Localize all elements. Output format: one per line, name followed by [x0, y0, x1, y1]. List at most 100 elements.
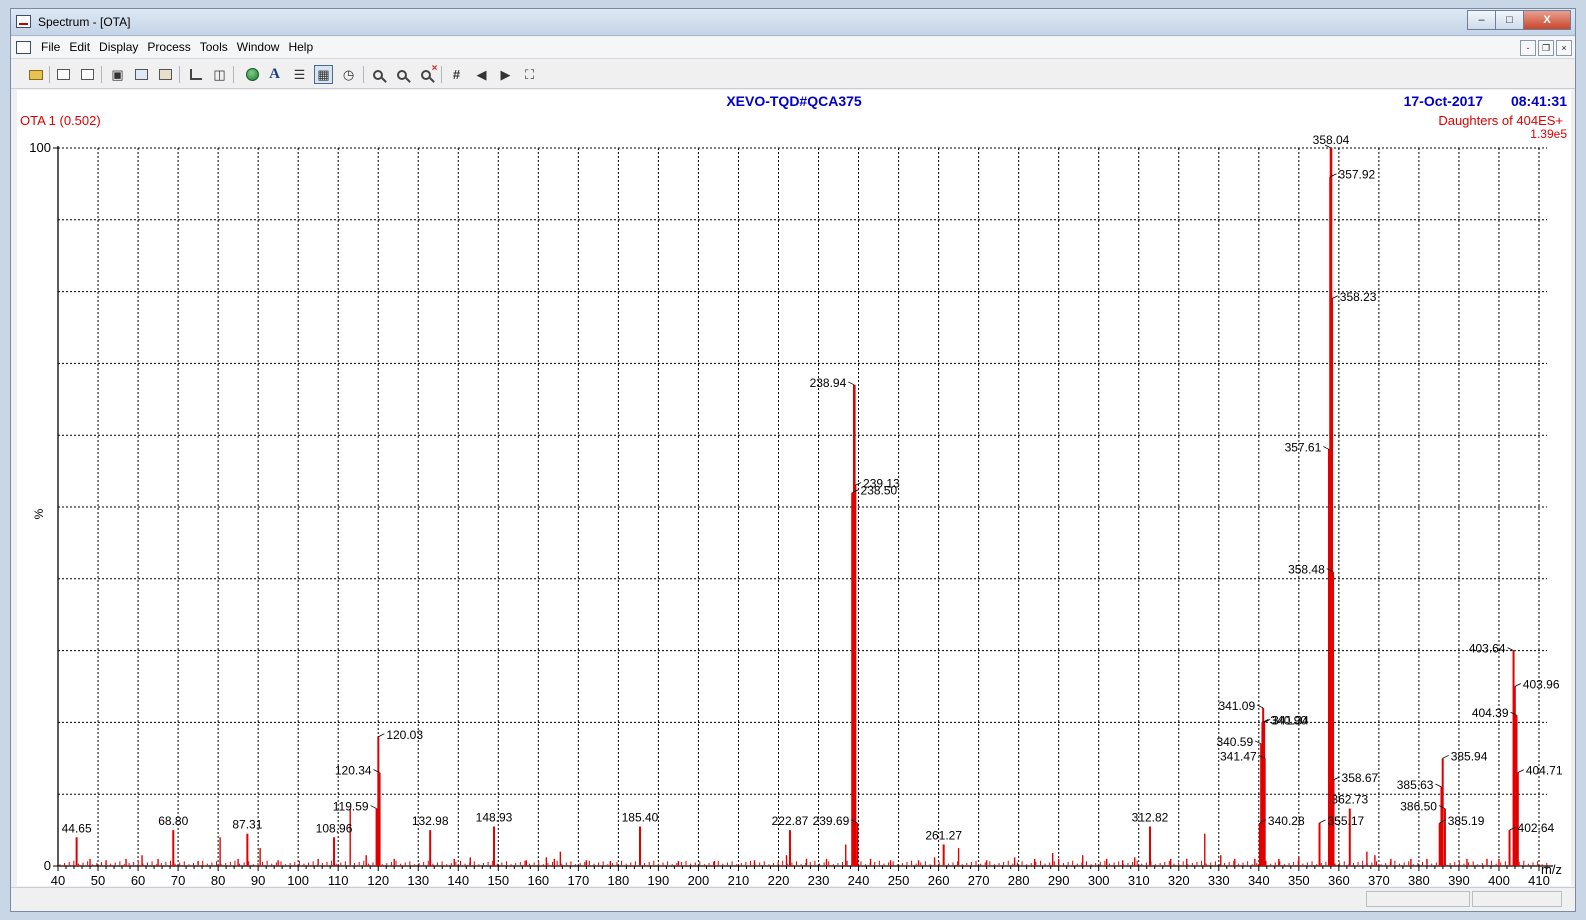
- print-icon[interactable]: [54, 65, 73, 84]
- text-icon[interactable]: A: [269, 66, 280, 82]
- peak-label-leader: [1319, 819, 1326, 824]
- peak-label-239.13: 239.13: [863, 476, 900, 490]
- peak-label-leader: [848, 381, 855, 386]
- peak-label-312.82: 312.82: [1132, 811, 1169, 825]
- peak-label-68.80: 68.80: [158, 814, 188, 828]
- peak-label-leader: [1263, 719, 1271, 723]
- x-tick-label: 180: [608, 873, 630, 886]
- x-tick-label: 160: [527, 873, 549, 886]
- x-tick-label: 330: [1208, 873, 1230, 886]
- x-tick-label: 80: [211, 873, 225, 886]
- x-tick-label: 400: [1488, 873, 1510, 886]
- x-tick-label: 240: [848, 873, 870, 886]
- axis-icon[interactable]: [186, 65, 205, 84]
- x-tick-label: 50: [91, 873, 105, 886]
- print-preview-icon[interactable]: [78, 65, 97, 84]
- open-folder-icon[interactable]: [26, 65, 45, 84]
- intensity-label: 1.39e5: [1530, 127, 1567, 141]
- zoom-out-icon[interactable]: [392, 65, 411, 84]
- x-tick-label: 340: [1248, 873, 1270, 886]
- peak-label-44.65: 44.65: [62, 821, 92, 835]
- globe-icon[interactable]: [243, 65, 262, 84]
- hash-icon[interactable]: #: [452, 67, 461, 82]
- peak-label-357.92: 357.92: [1339, 168, 1376, 182]
- peak-label-185.40: 185.40: [622, 811, 659, 825]
- x-tick-label: 250: [888, 873, 910, 886]
- peak-label-leader: [851, 819, 858, 824]
- close-button[interactable]: X: [1523, 10, 1571, 30]
- camera-icon[interactable]: ▣: [111, 66, 124, 82]
- peak-label-358.23: 358.23: [1340, 290, 1377, 304]
- zoom-reset-icon[interactable]: [416, 63, 438, 84]
- doc-close-button[interactable]: ×: [1556, 40, 1572, 56]
- peak-label-238.50: 238.50: [861, 484, 898, 498]
- peak-label-leader: [852, 489, 859, 493]
- menu-edit[interactable]: Edit: [69, 40, 91, 54]
- x-tick-label: 200: [688, 873, 710, 886]
- peak-label-358.48: 358.48: [1288, 563, 1325, 577]
- peak-label-leader: [1438, 805, 1446, 809]
- peak-label-222.87: 222.87: [772, 814, 809, 828]
- menu-file[interactable]: File: [41, 40, 61, 54]
- window-title: Spectrum - [OTA]: [38, 15, 131, 29]
- x-tick-label: 120: [367, 873, 389, 886]
- maximize-button[interactable]: □: [1495, 10, 1524, 30]
- app-icon[interactable]: [16, 15, 31, 28]
- peak-label-341.34: 341.34: [1272, 713, 1309, 727]
- x-tick-label: 310: [1128, 873, 1150, 886]
- peak-label-404.71: 404.71: [1526, 764, 1563, 778]
- y-tick-label: 0: [44, 858, 51, 873]
- minimize-button[interactable]: ‒: [1467, 10, 1496, 30]
- zoom-in-icon[interactable]: [368, 65, 387, 84]
- peak-label-leader: [1258, 754, 1265, 759]
- y-tick-label: 100: [29, 140, 51, 155]
- paste-icon[interactable]: [156, 65, 175, 84]
- x-tick-label: 280: [1008, 873, 1030, 886]
- menu-help[interactable]: Help: [288, 40, 314, 54]
- menu-tools[interactable]: Tools: [199, 40, 228, 54]
- x-tick-label: 40: [51, 873, 65, 886]
- menu-bar: File Edit Display Process Tools Window H…: [11, 37, 1575, 59]
- x-tick-label: 390: [1448, 873, 1470, 886]
- spectrum-chart[interactable]: XEVO-TQD#QCA375 17-Oct-2017 08:41:31 OTA…: [17, 90, 1571, 888]
- menu-window[interactable]: Window: [236, 40, 280, 54]
- document-controls: - ❐ ×: [1518, 40, 1572, 56]
- grid-toggle-icon[interactable]: ▦: [314, 65, 333, 84]
- peak-label-leader: [1507, 647, 1514, 651]
- forward-arrow-icon[interactable]: ▶: [500, 66, 511, 82]
- peak-label-leader: [1323, 446, 1330, 450]
- peak-label-402.64: 402.64: [1518, 821, 1555, 835]
- toolbar: ▣ ◫ A ☰ ▦ ◷ # ◀ ▶ ⛶: [11, 60, 1575, 89]
- title-bar[interactable]: Spectrum - [OTA] ‒ □ X: [11, 9, 1575, 36]
- menu-display[interactable]: Display: [99, 40, 139, 54]
- peak-label-leader: [1517, 769, 1524, 774]
- timer-icon[interactable]: ◷: [342, 66, 355, 82]
- x-tick-label: 210: [728, 873, 750, 886]
- x-tick-label: 360: [1328, 873, 1350, 886]
- peak-label-340.28: 340.28: [1268, 814, 1305, 828]
- peak-label-leader: [1439, 819, 1446, 824]
- spectrum-plot-area[interactable]: XEVO-TQD#QCA375 17-Oct-2017 08:41:31 OTA…: [17, 90, 1571, 888]
- back-arrow-icon[interactable]: ◀: [476, 66, 487, 82]
- peak-label-leader: [1259, 819, 1267, 824]
- peak-label-leader: [1324, 144, 1332, 149]
- x-tick-label: 220: [768, 873, 790, 886]
- peak-label-341.09: 341.09: [1218, 699, 1255, 713]
- scan-label: Daughters of 404ES+: [1438, 113, 1563, 128]
- list-icon[interactable]: ☰: [293, 66, 306, 82]
- document-icon[interactable]: [16, 41, 31, 54]
- book-icon[interactable]: ◫: [213, 66, 226, 82]
- copy-icon[interactable]: [132, 65, 151, 84]
- acquisition-time: 08:41:31: [1511, 93, 1567, 109]
- full-view-icon[interactable]: ⛶: [524, 66, 535, 82]
- peak-label-leader: [1330, 173, 1337, 178]
- peak-label-119.59: 119.59: [333, 800, 369, 814]
- peak-label-358.67: 358.67: [1342, 771, 1379, 785]
- x-tick-label: 70: [171, 873, 185, 886]
- doc-minimize-button[interactable]: -: [1520, 40, 1536, 56]
- doc-restore-button[interactable]: ❐: [1538, 40, 1554, 56]
- peak-label-355.17: 355.17: [1328, 814, 1365, 828]
- peak-label-leader: [373, 769, 380, 774]
- menu-process[interactable]: Process: [147, 40, 191, 54]
- peak-label-120.34: 120.34: [335, 764, 372, 778]
